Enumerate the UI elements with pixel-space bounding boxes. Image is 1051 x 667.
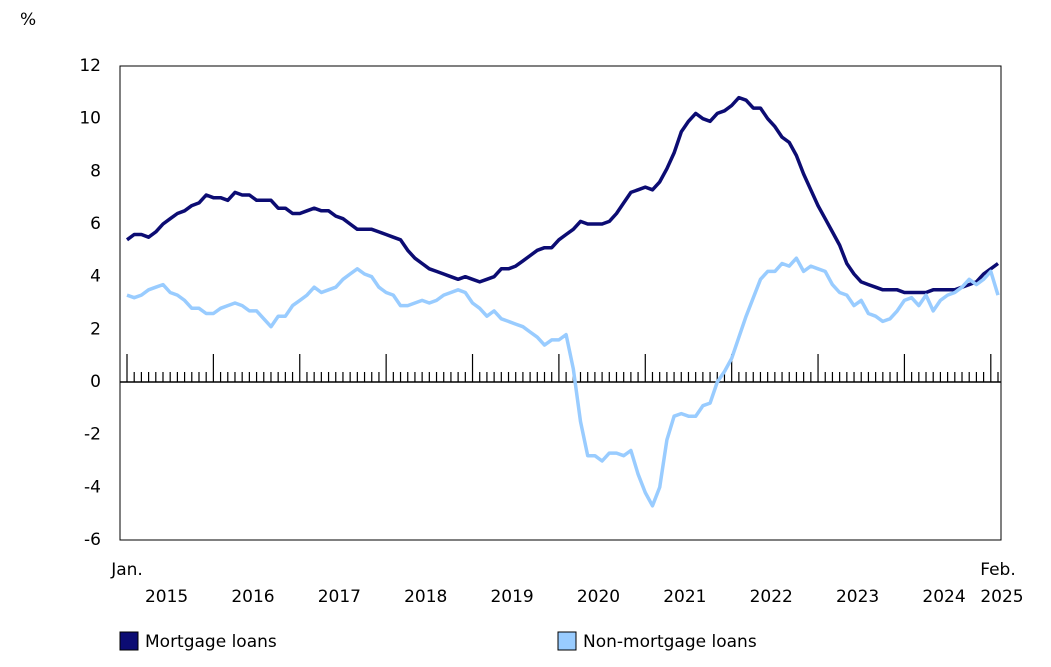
legend-swatch [119, 631, 139, 651]
y-unit-label: % [20, 10, 36, 30]
y-tick-label: 8 [90, 161, 101, 181]
year-label: 2025 [980, 587, 1023, 607]
y-tick-label: 2 [90, 319, 101, 339]
x-tick-label: Jan. [110, 560, 143, 580]
year-label: 2022 [750, 587, 793, 607]
year-label: 2021 [663, 587, 706, 607]
year-label: 2018 [404, 587, 447, 607]
legend-label: Non-mortgage loans [583, 632, 757, 652]
y-tick-label: -2 [84, 425, 101, 445]
year-label: 2015 [145, 587, 188, 607]
legend-label: Mortgage loans [145, 632, 277, 652]
y-tick-label: 10 [79, 109, 101, 129]
year-label: 2016 [231, 587, 274, 607]
y-tick-label: -4 [84, 477, 101, 497]
series-line [125, 95, 1000, 295]
y-tick-label: -6 [84, 530, 101, 550]
y-tick-label: 12 [79, 56, 101, 76]
plot-frame [119, 65, 1002, 541]
year-label: 2019 [490, 587, 533, 607]
year-label: 2017 [318, 587, 361, 607]
x-tick-label: Feb. [980, 560, 1016, 580]
legend-swatch [557, 631, 577, 651]
y-tick-label: 4 [90, 267, 101, 287]
year-label: 2023 [836, 587, 879, 607]
year-label: 2020 [577, 587, 620, 607]
y-tick-label: 6 [90, 214, 101, 234]
series-line [126, 256, 1000, 508]
year-label: 2024 [922, 587, 965, 607]
y-tick-label: 0 [90, 372, 101, 392]
